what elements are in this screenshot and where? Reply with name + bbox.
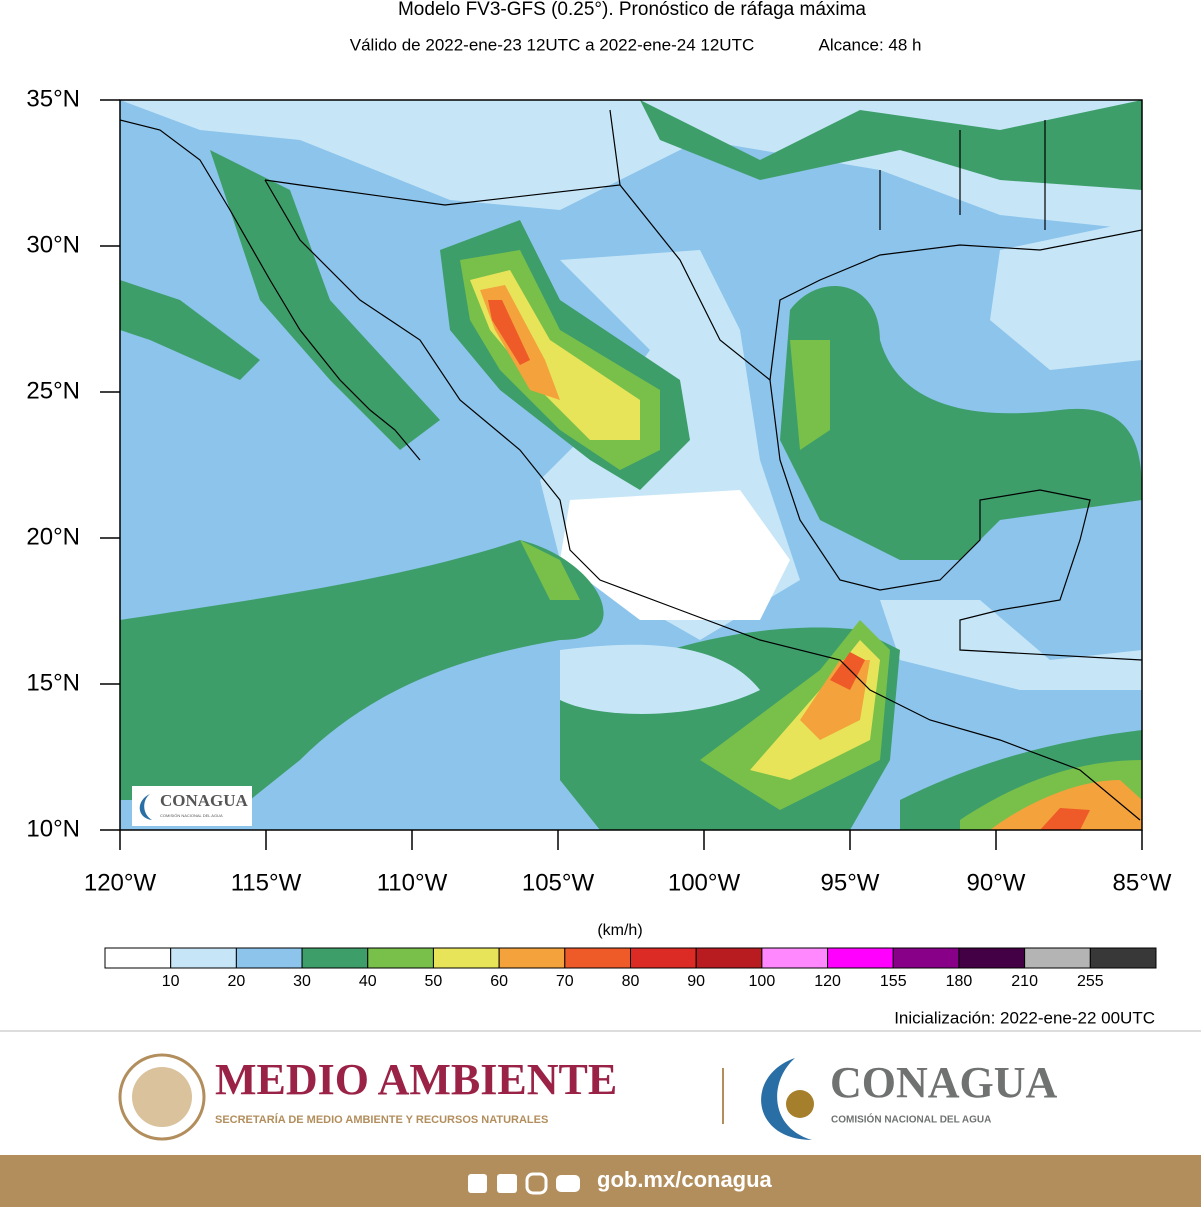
colorbar-label: 210 <box>1011 973 1038 990</box>
lon-tick-label: 110°W <box>377 869 448 896</box>
colorbar-label: 180 <box>946 973 973 990</box>
footer-band <box>0 1155 1201 1207</box>
colorbar-box <box>104 947 172 969</box>
lon-tick-label: 105°W <box>522 869 595 896</box>
colorbar-label: 60 <box>490 973 508 990</box>
lat-tick-label: 10°N <box>26 815 80 842</box>
lat-tick-label: 20°N <box>26 523 80 550</box>
colorbar-units: (km/h) <box>597 922 642 939</box>
map-axes: 120°W 115°W 110°W 105°W 100°W 95°W 90°W 85°W 10°… <box>26 85 1171 896</box>
lon-tick-label: 95°W <box>821 869 880 896</box>
lat-tick-label: 25°N <box>26 377 80 404</box>
map-logo-name: CONAGUA <box>160 791 249 810</box>
colorbar-box <box>432 947 500 969</box>
lon-tick-label: 120°W <box>84 869 157 896</box>
colorbar-label: 30 <box>293 973 311 990</box>
colorbar-label: 50 <box>425 973 443 990</box>
footer-logos: MEDIO AMBIENTE SECRETARÍA DE MEDIO AMBIE… <box>118 1053 1058 1141</box>
colorbar-box <box>301 947 369 969</box>
colorbar-box <box>235 947 303 969</box>
colorbar-box <box>630 947 697 969</box>
colorbar-label: 255 <box>1077 973 1104 990</box>
colorbar-label: 70 <box>556 973 574 990</box>
colorbar-box <box>1024 947 1091 969</box>
agency: CONAGUA <box>830 1058 1058 1107</box>
colorbar-label: 100 <box>749 973 776 990</box>
footer-url[interactable]: gob.mx/conagua <box>597 1167 773 1192</box>
lat-tick-label: 35°N <box>26 85 80 112</box>
lon-tick-label: 115°W <box>231 869 302 896</box>
colorbar-box <box>1089 947 1157 969</box>
title: Modelo FV3-GFS (0.25°). Pronóstico de rá… <box>398 0 866 20</box>
valid-period: Válido de 2022-ene-23 12UTC a 2022-ene-2… <box>350 35 754 54</box>
brand: MEDIO AMBIENTE <box>215 1055 617 1104</box>
colorbar-label: 90 <box>687 973 705 990</box>
lon-tick-label: 85°W <box>1113 869 1172 896</box>
map-frame <box>119 99 1143 831</box>
social-icons <box>468 1172 580 1195</box>
colorbar-box <box>170 947 237 969</box>
colorbar-box <box>761 947 829 969</box>
forecast-range: Alcance: 48 h <box>818 35 921 54</box>
colorbar-label: 10 <box>162 973 180 990</box>
colorbar: 10 20 30 40 50 60 70 80 90 100 120 155 180 210 255 <box>104 947 1157 990</box>
initialization: Inicialización: 2022-ene-22 00UTC <box>894 1008 1155 1027</box>
colorbar-label: 40 <box>359 973 377 990</box>
lon-tick-label: 100°W <box>668 869 741 896</box>
colorbar-box <box>564 947 631 969</box>
lat-tick-label: 30°N <box>26 231 80 258</box>
map-logo-tagline: COMISIÓN NACIONAL DEL AGUA <box>160 813 223 818</box>
lon-tick-label: 90°W <box>967 869 1026 896</box>
lat-tick-label: 15°N <box>26 669 80 696</box>
colorbar-box <box>958 947 1026 969</box>
brand-sub: SECRETARÍA DE MEDIO AMBIENTE Y RECURSOS … <box>215 1113 548 1126</box>
colorbar-box <box>367 947 434 969</box>
colorbar-label: 20 <box>227 973 245 990</box>
colorbar-label: 120 <box>814 973 841 990</box>
colorbar-box <box>892 947 960 969</box>
colorbar-box <box>695 947 763 969</box>
agency-sub: COMISIÓN NACIONAL DEL AGUA <box>831 1113 991 1126</box>
wind-field <box>120 100 1142 830</box>
map-logo: CONAGUA COMISIÓN NACIONAL DEL AGUA <box>132 786 252 826</box>
colorbar-label: 155 <box>880 973 907 990</box>
colorbar-box <box>827 947 894 969</box>
colorbar-label: 80 <box>622 973 640 990</box>
colorbar-box <box>498 947 566 969</box>
